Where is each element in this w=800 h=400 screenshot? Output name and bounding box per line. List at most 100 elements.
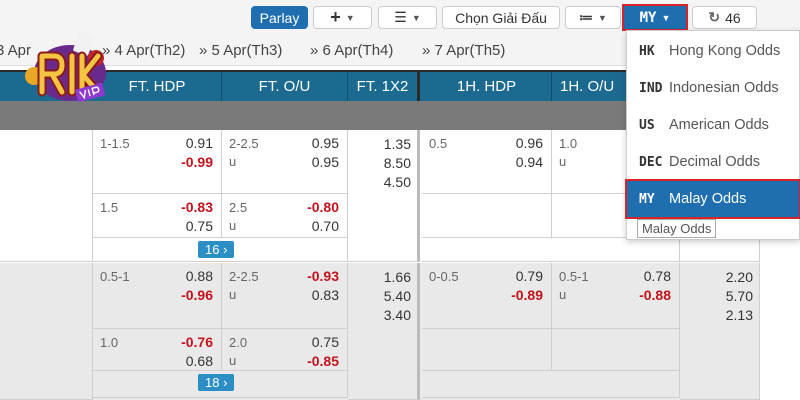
more-row: 18 › <box>93 371 348 398</box>
odd[interactable]: 2.13 <box>725 307 753 323</box>
line: 1.5 <box>100 200 119 215</box>
league-select-button[interactable]: Chọn Giải Đấu <box>442 6 560 29</box>
odds-cell[interactable]: 0.5-1 0.88 -0.96 <box>93 263 222 329</box>
parlay-button[interactable]: Parlay <box>251 6 308 29</box>
rik-vip-logo <box>18 28 118 108</box>
more-bets-button[interactable]: 18 › <box>198 374 235 391</box>
odd[interactable]: -0.85 <box>307 353 339 369</box>
parlay-label: Parlay <box>259 9 300 26</box>
odd[interactable]: 0.91 <box>185 135 213 151</box>
odds-cell[interactable]: 0.5-1 u 0.78 -0.88 <box>552 263 680 329</box>
odds-cell <box>422 194 552 238</box>
menu-label: Hong Kong Odds <box>669 43 781 59</box>
odds-cell[interactable]: 2.5 u -0.80 0.70 <box>222 194 348 238</box>
menu-label: American Odds <box>669 117 769 133</box>
odd[interactable]: 0.88 <box>185 268 213 284</box>
line: 1.0 <box>559 136 578 151</box>
odd[interactable]: 8.50 <box>383 155 411 171</box>
odd[interactable]: -0.89 <box>511 287 543 303</box>
line: 1-1.5 <box>100 136 130 151</box>
under: u <box>559 154 567 169</box>
odds-cell[interactable]: 1-1.5 0.91 -0.99 <box>93 130 222 194</box>
odds-cell <box>552 329 680 371</box>
team-cell <box>0 263 93 400</box>
under: u <box>229 218 237 233</box>
hk-icon: HK <box>639 43 655 59</box>
caret-icon: ▼ <box>411 12 421 23</box>
menu-item-ind[interactable]: IND Indonesian Odds <box>627 70 799 106</box>
col-ft-hdp: FT. HDP <box>93 72 222 101</box>
more-bets-button[interactable]: 16 › <box>198 241 235 258</box>
odd[interactable]: 0.78 <box>643 268 671 284</box>
odd[interactable]: 0.83 <box>311 287 339 303</box>
menu-label: Indonesian Odds <box>669 80 779 96</box>
dec-icon: DEC <box>639 154 663 170</box>
refresh-button[interactable]: ↻ 46 <box>692 6 757 29</box>
odds-cell[interactable]: 1.5 -0.83 0.75 <box>93 194 222 238</box>
odd[interactable]: -0.99 <box>181 154 213 170</box>
odd[interactable]: -0.88 <box>639 287 671 303</box>
under: u <box>229 287 237 302</box>
odd[interactable]: 5.70 <box>725 288 753 304</box>
menu-label: Decimal Odds <box>669 154 761 170</box>
odd[interactable]: 0.95 <box>311 135 339 151</box>
under: u <box>229 154 237 169</box>
odd[interactable]: 0.70 <box>311 218 339 234</box>
menu-item-dec[interactable]: DEC Decimal Odds <box>627 144 799 180</box>
odd[interactable]: -0.80 <box>307 199 339 215</box>
odd[interactable]: 1.66 <box>383 269 411 285</box>
odds-1x2[interactable]: 2.20 5.70 2.13 <box>680 263 760 400</box>
odds-type-label: MY <box>639 9 657 26</box>
odd[interactable]: -0.76 <box>181 334 213 350</box>
odd[interactable]: 0.94 <box>515 154 543 170</box>
date-tab[interactable]: » 6 Apr(Th4) <box>310 42 394 59</box>
line: 0.5-1 <box>100 269 130 284</box>
line: 0-0.5 <box>429 269 459 284</box>
odd[interactable]: 0.75 <box>185 218 213 234</box>
list-icon: ≔ <box>579 9 594 25</box>
more-row: 16 › <box>93 238 348 262</box>
odd[interactable]: -0.96 <box>181 287 213 303</box>
odd[interactable]: -0.83 <box>181 199 213 215</box>
caret-icon: ▼ <box>661 12 671 23</box>
add-button[interactable]: + ▼ <box>313 6 372 29</box>
date-tab[interactable]: » 7 Apr(Th5) <box>422 42 506 59</box>
odds-type-button[interactable]: MY ▼ <box>622 4 688 31</box>
sort-button[interactable]: ☰ ▼ <box>378 6 437 29</box>
odd[interactable]: 0.75 <box>311 334 339 350</box>
odd[interactable]: 0.95 <box>311 154 339 170</box>
odd[interactable]: 0.68 <box>185 353 213 369</box>
odds-cell[interactable]: 0.5 0.96 0.94 <box>422 130 552 194</box>
menu-item-us[interactable]: US American Odds <box>627 107 799 143</box>
league-label: Chọn Giải Đấu <box>455 9 547 26</box>
date-tab[interactable]: 3 Apr <box>0 42 32 59</box>
odd[interactable]: 1.35 <box>383 136 411 152</box>
odds-cell[interactable]: 2.0 u 0.75 -0.85 <box>222 329 348 371</box>
odd[interactable]: -0.93 <box>307 268 339 284</box>
line: 2-2.5 <box>229 136 259 151</box>
view-list-button[interactable]: ≔ ▼ <box>565 6 621 29</box>
odds-cell[interactable]: 1.0 -0.76 0.68 <box>93 329 222 371</box>
match-row-bg <box>0 263 760 400</box>
odd[interactable]: 2.20 <box>725 269 753 285</box>
menu-item-my[interactable]: MY Malay Odds <box>625 179 800 219</box>
menu-label: Malay Odds <box>669 191 747 207</box>
odd[interactable]: 0.96 <box>515 135 543 151</box>
refresh-count: 46 <box>725 9 741 26</box>
odd[interactable]: 4.50 <box>383 174 411 190</box>
under: u <box>229 353 237 368</box>
odd[interactable]: 5.40 <box>383 288 411 304</box>
odd[interactable]: 0.79 <box>515 268 543 284</box>
odds-cell[interactable]: 2-2.5 u -0.93 0.83 <box>222 263 348 329</box>
date-tab[interactable]: » 4 Apr(Th2) <box>102 42 186 59</box>
my-icon: MY <box>639 191 655 207</box>
odds-cell[interactable]: 0-0.5 0.79 -0.89 <box>422 263 552 329</box>
odds-cell[interactable]: 2-2.5 u 0.95 0.95 <box>222 130 348 194</box>
odds-1x2[interactable]: 1.35 8.50 4.50 <box>348 130 420 262</box>
sort-icon: ☰ <box>394 9 407 25</box>
menu-item-hk[interactable]: HK Hong Kong Odds <box>627 33 799 69</box>
refresh-icon: ↻ <box>708 9 721 25</box>
odds-1x2[interactable]: 1.66 5.40 3.40 <box>348 263 420 400</box>
date-tab[interactable]: » 5 Apr(Th3) <box>199 42 283 59</box>
odd[interactable]: 3.40 <box>383 307 411 323</box>
